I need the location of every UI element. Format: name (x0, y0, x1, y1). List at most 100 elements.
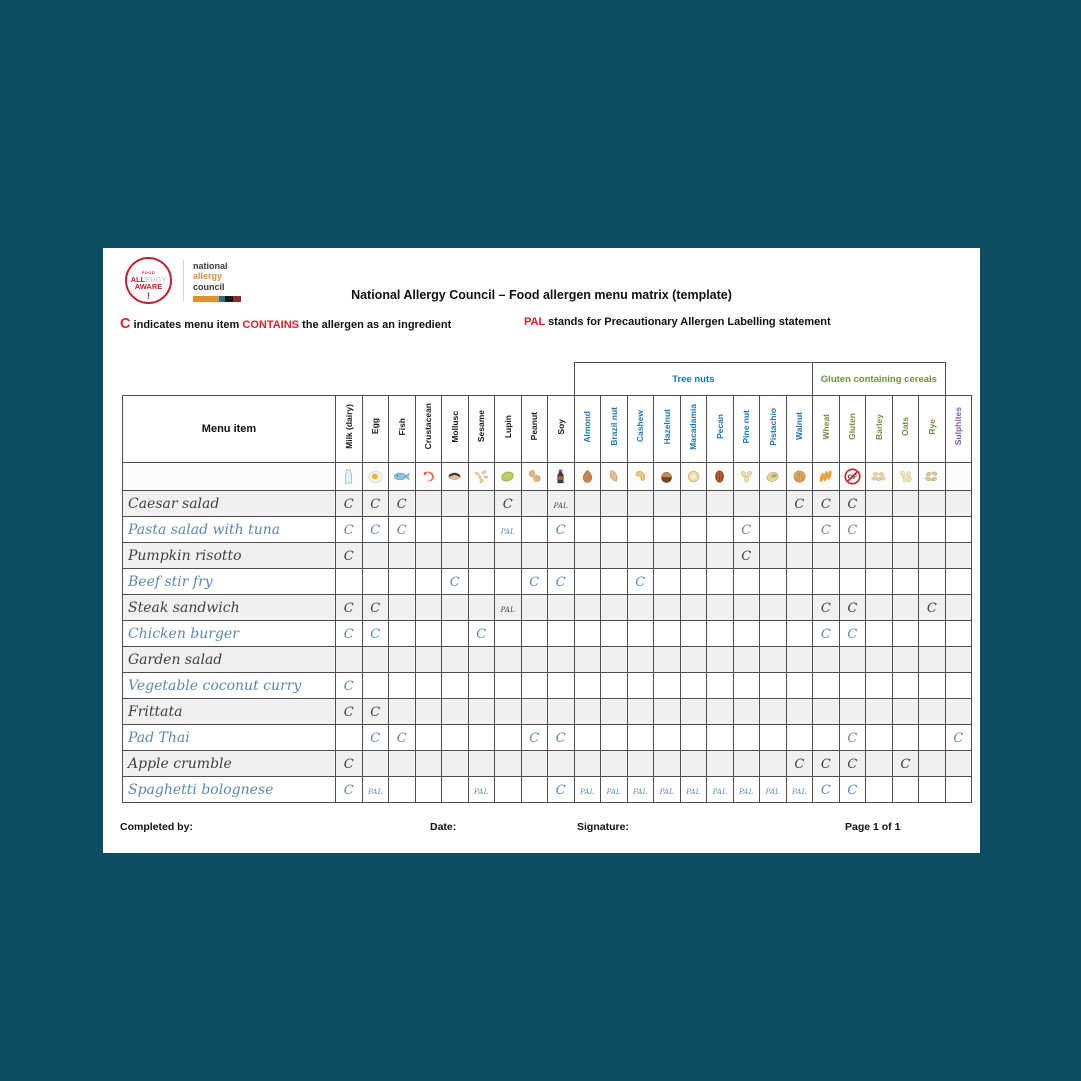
allergen-mark: C (343, 496, 354, 512)
allergen-mark-cell (891, 516, 920, 543)
allergen-mark: C (635, 574, 646, 590)
menu-item-name: Frittata (122, 698, 336, 725)
allergen-mark-cell (626, 698, 655, 725)
allergen-mark-cell (891, 646, 920, 673)
allergen-mark-cell (732, 646, 761, 673)
allergen-mark-cell (706, 568, 734, 595)
allergen-mark-cell: C (467, 620, 495, 647)
allergen-mark-cell (494, 724, 522, 751)
allergen-mark-cell: C (547, 568, 575, 595)
allergen-mark-cell (759, 490, 787, 517)
pecan-icon (715, 470, 725, 483)
menu-row: Pad Thai C C C C C C (122, 724, 973, 751)
allergen-icon-cell (759, 462, 787, 491)
allergen-mark-cell (467, 646, 495, 673)
footer: Completed by: Date: Signature: Page 1 of… (103, 821, 980, 837)
allergen-mark-cell: C (812, 620, 840, 647)
allergen-mark-cell (918, 490, 946, 517)
allergen-mark-cell (494, 698, 522, 725)
column-header-hazelnut: Hazelnut (653, 395, 681, 463)
allergen-mark: C (847, 600, 858, 616)
food-allergy-aware-badge-icon: FOOD ALLERGY AWARE ! (125, 257, 172, 304)
allergen-mark-cell (732, 594, 761, 621)
allergen-mark-cell: C (388, 490, 416, 517)
allergen-mark-cell (944, 776, 973, 803)
allergen-mark-cell (388, 698, 416, 725)
allergen-mark-cell (388, 594, 416, 621)
allergen-mark-cell (679, 724, 708, 751)
allergen-icon-cell (414, 462, 442, 491)
menu-row: Beef stir fry C C C C (122, 568, 973, 595)
allergen-mark-cell: C (361, 698, 389, 725)
allergen-mark-cell (944, 594, 973, 621)
allergen-mark-cell (838, 698, 867, 725)
allergen-mark-cell: C (812, 750, 840, 777)
allergen-mark: C (953, 730, 964, 746)
allergen-mark-cell (547, 750, 575, 777)
allergen-mark-cell: C (838, 490, 867, 517)
allergen-mark-cell (388, 620, 416, 647)
allergen-mark-cell (441, 620, 469, 647)
allergen-mark-cell (812, 672, 840, 699)
menu-item-name: Spaghetti bolognese (122, 776, 336, 803)
allergen-mark-cell (573, 672, 602, 699)
allergen-mark-cell (600, 620, 628, 647)
menu-item-name: Beef stir fry (122, 568, 336, 595)
allergen-mark: C (555, 522, 566, 538)
allergen-mark-cell (494, 568, 522, 595)
allergen-mark-cell (706, 516, 734, 543)
crustacean-icon (423, 471, 434, 482)
allergen-mark-cell (573, 490, 602, 517)
allergen-mark-cell (414, 620, 442, 647)
column-header-crustacean: Crustacean (414, 395, 442, 463)
wheat-icon (820, 470, 832, 483)
allergen-icon-cell (679, 462, 708, 491)
allergen-mark-cell (388, 542, 416, 569)
allergen-mark-cell (441, 542, 469, 569)
mollusc-icon (448, 472, 462, 480)
allergen-mark-cell (732, 620, 761, 647)
allergen-mark-cell (414, 516, 442, 543)
menu-item-name: Steak sandwich (122, 594, 336, 621)
allergen-mark-cell (573, 516, 602, 543)
sesame-icon (474, 470, 488, 484)
allergen-mark-cell (467, 750, 495, 777)
allergen-mark-cell (414, 724, 442, 751)
allergen-mark-cell: C (361, 620, 389, 647)
allergen-mark-cell: PAL (785, 776, 814, 803)
allergen-mark-cell: C (838, 776, 867, 803)
allergen-mark: C (847, 782, 858, 798)
allergen-mark-cell (494, 776, 522, 803)
allergen-mark-cell (838, 672, 867, 699)
allergen-mark-cell (759, 698, 787, 725)
allergen-mark-cell (520, 750, 548, 777)
allergen-mark-cell: PAL (626, 776, 655, 803)
badge-exclamation-icon: ! (147, 291, 150, 301)
allergen-mark-cell (918, 516, 946, 543)
allergen-mark-cell (732, 568, 761, 595)
allergen-mark: PAL (686, 787, 701, 796)
allergen-mark-cell (547, 646, 575, 673)
allergen-mark-cell (520, 698, 548, 725)
allergen-mark: C (820, 626, 831, 642)
allergen-mark-cell (441, 490, 469, 517)
allergen-mark: PAL (792, 787, 807, 796)
allergen-mark-cell (891, 620, 920, 647)
allergen-mark-cell (600, 568, 628, 595)
allergen-mark-cell (732, 750, 761, 777)
contains-symbol: C (120, 316, 131, 332)
allergen-mark-cell: PAL (494, 594, 522, 621)
allergen-mark-cell (679, 698, 708, 725)
allergen-mark-cell (467, 516, 495, 543)
allergen-mark-cell (653, 516, 681, 543)
allergen-mark-cell (361, 542, 389, 569)
allergen-mark-cell (467, 568, 495, 595)
allergen-mark-cell (547, 620, 575, 647)
allergen-mark-cell (573, 698, 602, 725)
allergen-mark-cell: C (732, 516, 761, 543)
allergen-mark: C (847, 522, 858, 538)
allergen-mark-cell (335, 724, 363, 751)
column-header-pine-nut: Pine nut (732, 395, 761, 463)
allergen-icon-cell: GF (838, 462, 867, 491)
column-header-egg: Egg (361, 395, 389, 463)
